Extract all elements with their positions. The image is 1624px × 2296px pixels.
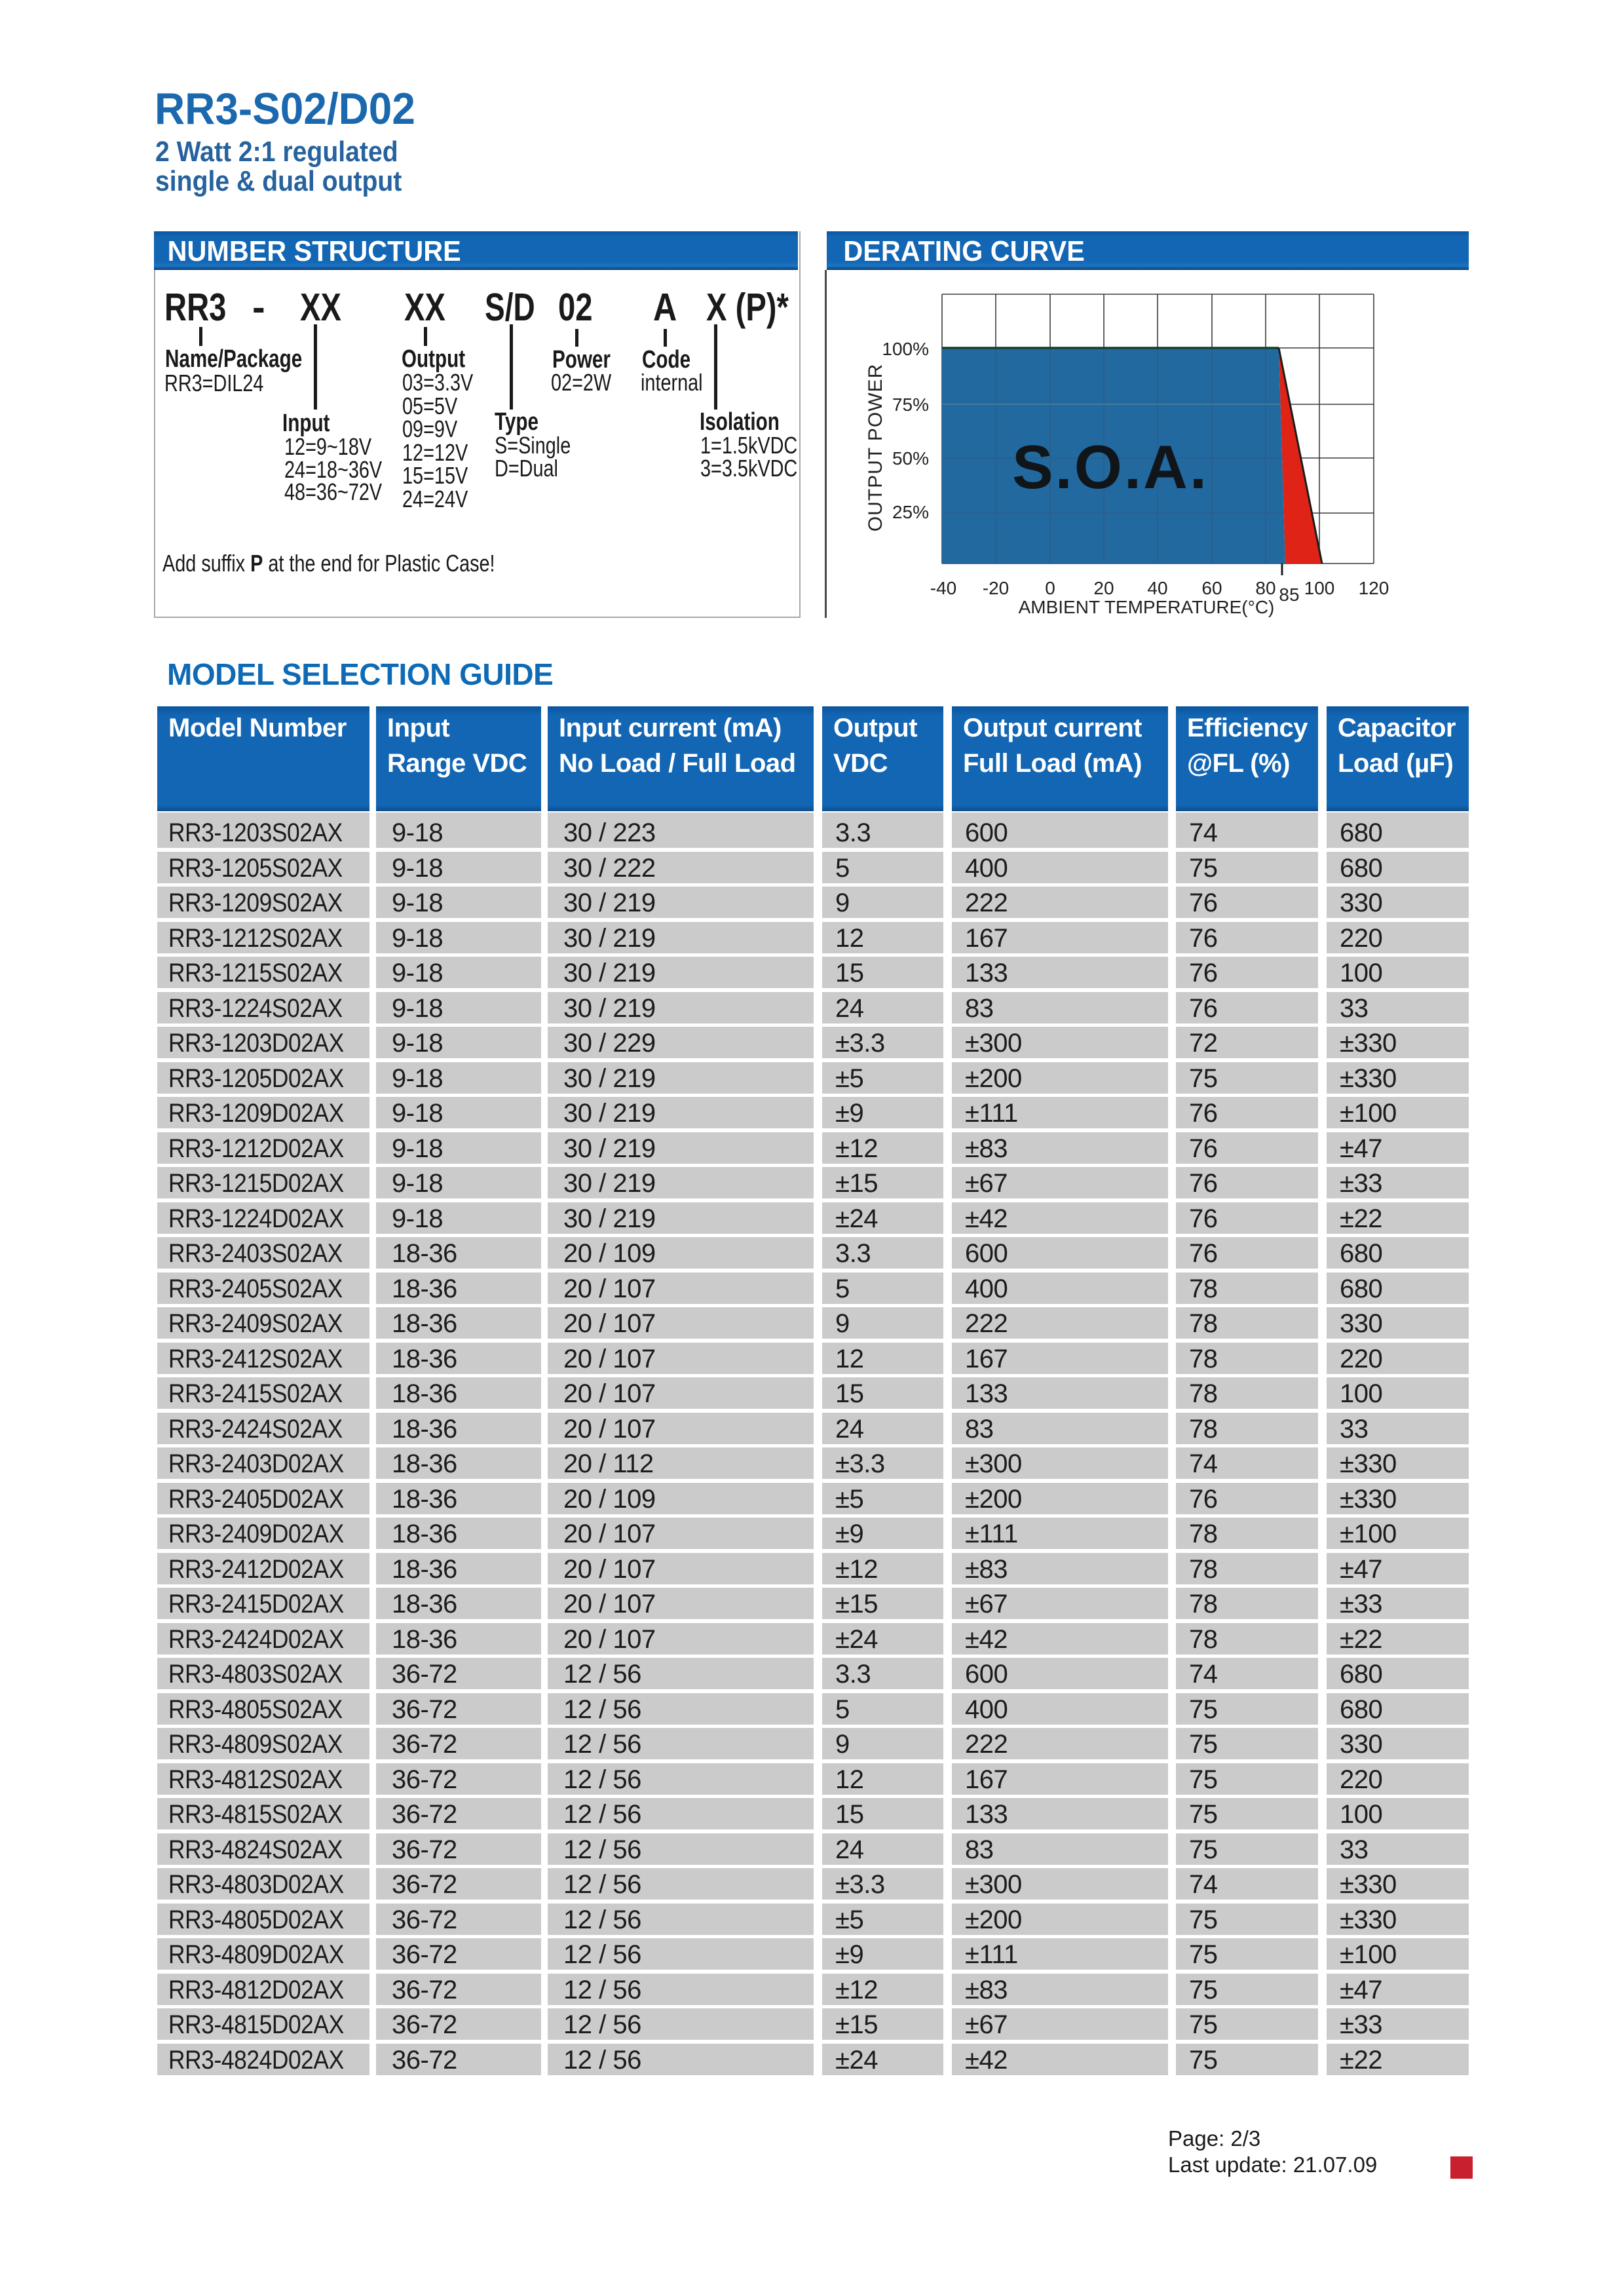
svg-text:85: 85 xyxy=(1279,584,1299,605)
svg-text:100: 100 xyxy=(1304,578,1335,598)
svg-text:20: 20 xyxy=(1093,578,1114,598)
svg-text:120: 120 xyxy=(1359,578,1389,598)
svg-text:0: 0 xyxy=(1045,578,1055,598)
svg-text:50%: 50% xyxy=(892,448,929,469)
svg-text:75%: 75% xyxy=(892,394,929,415)
svg-text:60: 60 xyxy=(1201,578,1222,598)
svg-text:80: 80 xyxy=(1255,578,1275,598)
svg-text:S.O.A.: S.O.A. xyxy=(1012,432,1209,501)
svg-text:OUTPUT POWER: OUTPUT POWER xyxy=(865,364,886,531)
svg-text:25%: 25% xyxy=(892,502,929,522)
svg-text:100%: 100% xyxy=(882,339,929,359)
svg-text:-40: -40 xyxy=(930,578,956,598)
svg-text:-20: -20 xyxy=(983,578,1009,598)
svg-text:40: 40 xyxy=(1147,578,1167,598)
svg-text:AMBIENT TEMPERATURE(°C): AMBIENT TEMPERATURE(°C) xyxy=(1019,597,1275,617)
